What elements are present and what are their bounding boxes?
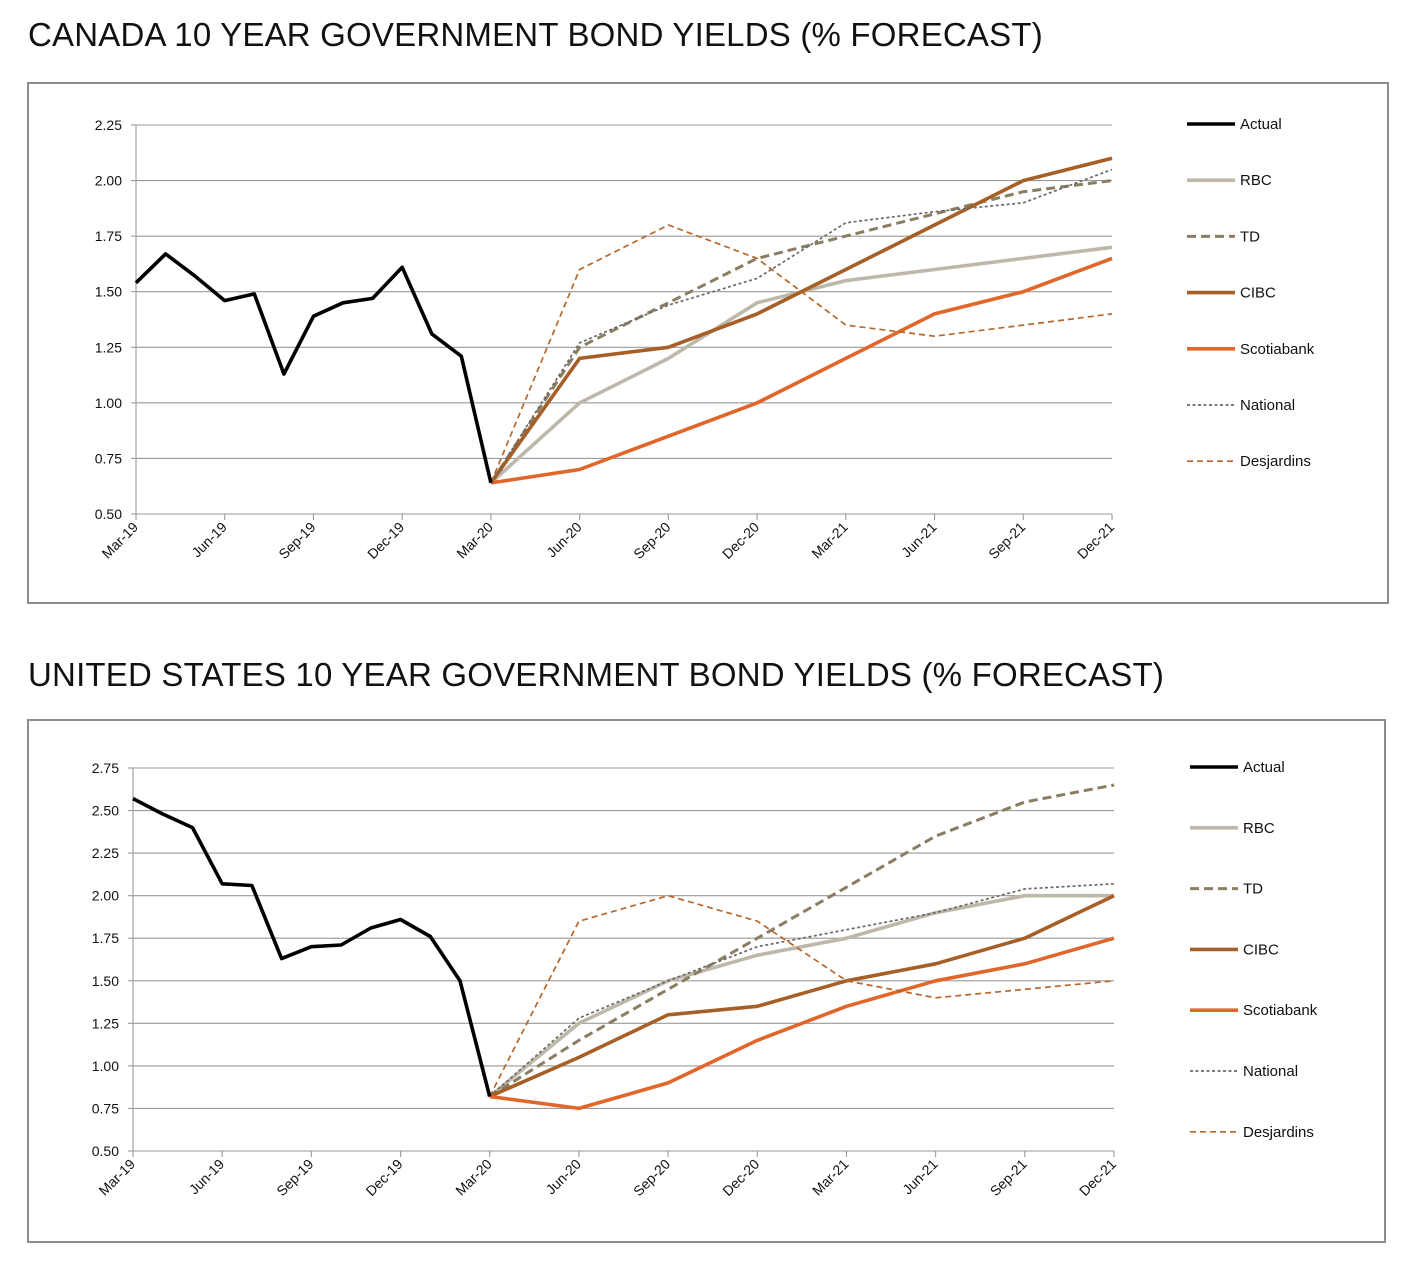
- canada-legend-label-national: National: [1240, 397, 1295, 414]
- us-y-tick-label: 2.00: [92, 888, 119, 904]
- us-legend-label-scotiabank: Scotiabank: [1243, 1002, 1318, 1019]
- us-legend-label-rbc: RBC: [1243, 820, 1275, 837]
- us-y-tick-label: 2.50: [92, 803, 119, 819]
- canada-legend-label-cibc: CIBC: [1240, 285, 1276, 302]
- canada-series-td-line: [489, 179, 1113, 484]
- us-series-td-line: [488, 783, 1115, 1098]
- us-legend-label-cibc: CIBC: [1243, 941, 1279, 958]
- us-legend-label-td: TD: [1243, 881, 1263, 898]
- canada-y-tick-label: 1.25: [95, 339, 122, 355]
- us-series-actual-line: [132, 797, 492, 1097]
- canada-y-tick-label: 0.50: [95, 506, 122, 522]
- canada-series-desjardins-line: [490, 224, 1113, 484]
- us-y-tick-label: 1.75: [92, 930, 119, 946]
- chart-title-united-states: UNITED STATES 10 YEAR GOVERNMENT BOND YI…: [28, 656, 1165, 693]
- us-series-cibc-line: [488, 894, 1115, 1099]
- us-y-tick-label: 0.75: [92, 1100, 119, 1116]
- canada-legend-label-td: TD: [1240, 228, 1260, 245]
- us-series-national-line: [489, 882, 1115, 1098]
- us-y-tick-label: 1.25: [92, 1015, 119, 1031]
- canada-y-tick-label: 0.75: [95, 450, 122, 466]
- us-y-tick-label: 1.00: [92, 1058, 119, 1074]
- us-series-rbc-line: [488, 893, 1114, 1098]
- canada-legend-label-desjardins: Desjardins: [1240, 453, 1311, 470]
- chart-title-canada: CANADA 10 YEAR GOVERNMENT BOND YIELDS (%…: [28, 16, 1043, 53]
- canada-y-tick-label: 1.00: [95, 395, 122, 411]
- canada-legend-label-actual: Actual: [1240, 116, 1282, 133]
- canada-series-scotiabank-line: [490, 256, 1113, 485]
- us-series-desjardins-line: [488, 894, 1115, 1097]
- canada-legend-label-scotiabank: Scotiabank: [1240, 341, 1315, 358]
- canada-chart-frame: [27, 82, 1389, 604]
- us-y-tick-label: 2.25: [92, 845, 119, 861]
- canada-legend-label-rbc: RBC: [1240, 172, 1272, 189]
- canada-series-actual-line: [134, 252, 493, 484]
- us-y-tick-label: 0.50: [92, 1143, 119, 1159]
- canada-y-tick-label: 2.00: [95, 173, 122, 189]
- canada-y-tick-label: 2.25: [95, 117, 122, 133]
- us-legend-label-actual: Actual: [1243, 759, 1285, 776]
- us-legend-label-national: National: [1243, 1063, 1298, 1080]
- canada-series-national-line: [490, 168, 1113, 484]
- us-y-tick-label: 1.50: [92, 973, 119, 989]
- us-y-tick-label: 2.75: [92, 760, 119, 776]
- canada-y-tick-label: 1.50: [95, 284, 122, 300]
- canada-y-tick-label: 1.75: [95, 228, 122, 244]
- us-legend-label-desjardins: Desjardins: [1243, 1124, 1314, 1141]
- us-series-scotiabank-line: [489, 936, 1115, 1111]
- us-bond-yield-chart: 0.50 0.75 1.00 1.25 1.50 1.75 2.00 2.25 2.50 2.75…: [27, 719, 1386, 1243]
